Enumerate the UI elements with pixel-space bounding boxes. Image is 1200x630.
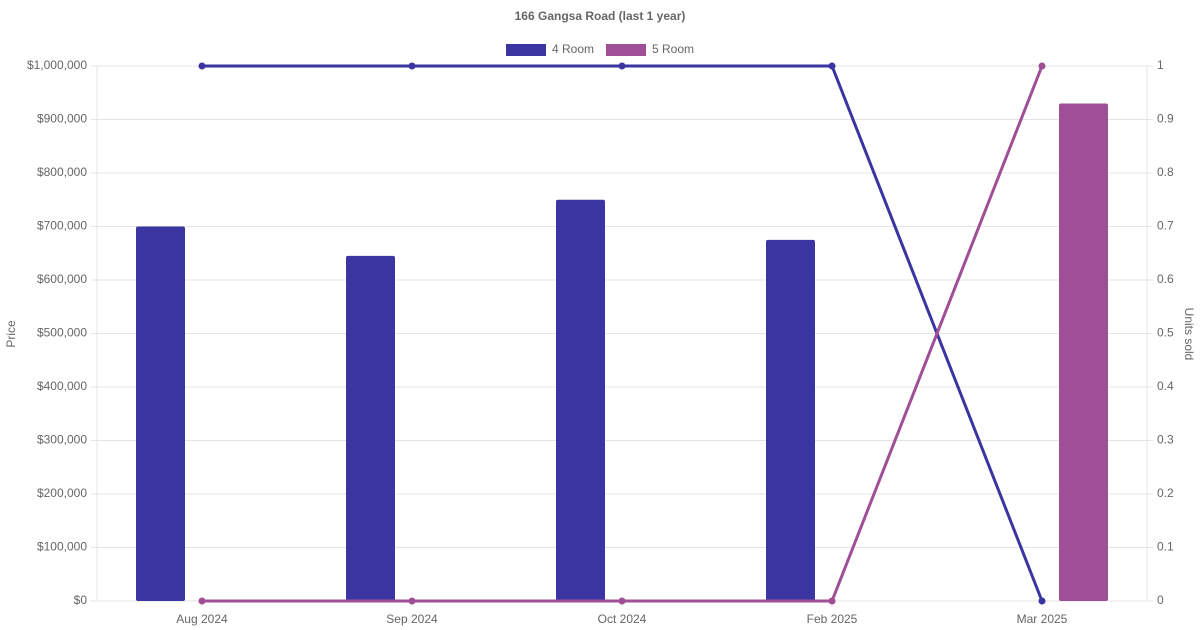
x-tick-label: Sep 2024: [386, 612, 438, 626]
point: [1038, 62, 1046, 70]
bar: [136, 226, 185, 601]
y-axis-title: Price: [4, 320, 18, 348]
y-tick-label: $400,000: [37, 379, 87, 393]
x-tick-label: Feb 2025: [807, 612, 858, 626]
x-tick-label: Oct 2024: [598, 612, 647, 626]
legend-swatch: [606, 44, 646, 56]
y2-tick-label: 0: [1157, 593, 1164, 607]
point: [828, 62, 836, 70]
bar: [556, 199, 605, 601]
y2-tick-label: 0.2: [1157, 486, 1174, 500]
point: [1038, 597, 1046, 605]
y2-tick-label: 1: [1157, 58, 1164, 72]
y2-axis-title: Units sold: [1182, 308, 1196, 361]
bar: [346, 255, 395, 602]
y-tick-label: $800,000: [37, 165, 87, 179]
y-tick-label: $100,000: [37, 540, 87, 554]
chart-title: 166 Gangsa Road (last 1 year): [515, 9, 686, 23]
point: [198, 62, 206, 70]
y2-tick-label: 0.7: [1157, 219, 1174, 233]
y-tick-label: $900,000: [37, 112, 87, 126]
y2-tick-label: 0.6: [1157, 272, 1174, 286]
y-tick-label: $600,000: [37, 272, 87, 286]
legend-swatch: [506, 44, 546, 56]
y-tick-label: $300,000: [37, 433, 87, 447]
y2-tick-label: 0.4: [1157, 379, 1174, 393]
x-tick-label: Mar 2025: [1017, 612, 1068, 626]
bar: [766, 239, 815, 601]
legend-label: 4 Room: [552, 42, 594, 56]
bar: [1059, 103, 1108, 601]
point: [618, 62, 626, 70]
x-tick-label: Aug 2024: [176, 612, 228, 626]
point: [618, 597, 626, 605]
y-tick-label: $0: [74, 593, 88, 607]
y-tick-label: $700,000: [37, 219, 87, 233]
point: [198, 597, 206, 605]
y-tick-label: $1,000,000: [27, 58, 87, 72]
legend-label: 5 Room: [652, 42, 694, 56]
y2-tick-label: 0.3: [1157, 433, 1174, 447]
y2-tick-label: 0.5: [1157, 326, 1174, 340]
point: [828, 597, 836, 605]
point: [408, 597, 416, 605]
y-tick-label: $500,000: [37, 326, 87, 340]
y2-tick-label: 0.1: [1157, 540, 1174, 554]
y2-tick-label: 0.9: [1157, 112, 1174, 126]
y-tick-label: $200,000: [37, 486, 87, 500]
y2-tick-label: 0.8: [1157, 165, 1174, 179]
point: [408, 62, 416, 70]
